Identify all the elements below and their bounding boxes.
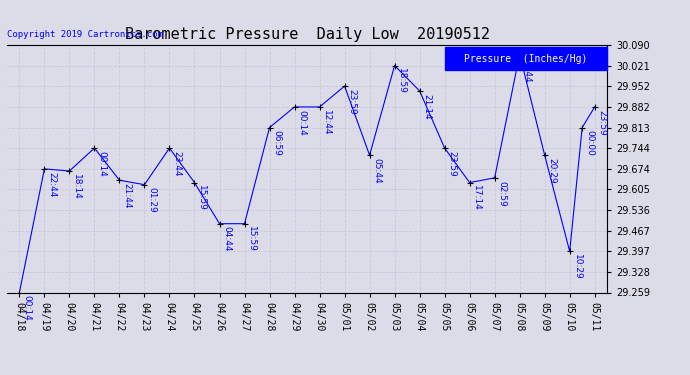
Text: 21:14: 21:14 (422, 94, 431, 119)
Text: 22:44: 22:44 (47, 172, 56, 197)
FancyBboxPatch shape (445, 48, 607, 70)
Text: Pressure  (Inches/Hg): Pressure (Inches/Hg) (464, 54, 588, 64)
Text: 04:44: 04:44 (222, 226, 231, 252)
Text: 23:44: 23:44 (172, 151, 181, 176)
Text: 01:44: 01:44 (522, 57, 531, 82)
Text: 23:59: 23:59 (598, 110, 607, 135)
Text: 15:59: 15:59 (247, 226, 256, 252)
Text: 02:59: 02:59 (497, 181, 506, 206)
Text: 17:14: 17:14 (473, 185, 482, 211)
Text: 00:14: 00:14 (22, 295, 31, 321)
Text: 21:44: 21:44 (122, 183, 131, 209)
Text: 00:14: 00:14 (97, 151, 106, 177)
Text: 10:29: 10:29 (573, 254, 582, 280)
Text: 23:59: 23:59 (347, 89, 356, 115)
Text: 05:44: 05:44 (373, 158, 382, 184)
Text: 01:29: 01:29 (147, 188, 156, 213)
Text: 18:14: 18:14 (72, 174, 81, 200)
Text: 06:59: 06:59 (273, 130, 282, 156)
Text: 15:59: 15:59 (197, 185, 206, 211)
Text: 00:00: 00:00 (585, 130, 594, 156)
Text: 18:59: 18:59 (397, 68, 406, 94)
Text: 23:59: 23:59 (447, 151, 456, 177)
Text: 00:14: 00:14 (297, 110, 306, 135)
Text: Copyright 2019 Cartronics.com: Copyright 2019 Cartronics.com (7, 30, 163, 39)
Text: 12:44: 12:44 (322, 110, 331, 135)
Title: Barometric Pressure  Daily Low  20190512: Barometric Pressure Daily Low 20190512 (125, 27, 489, 42)
Text: 20:29: 20:29 (547, 158, 556, 184)
